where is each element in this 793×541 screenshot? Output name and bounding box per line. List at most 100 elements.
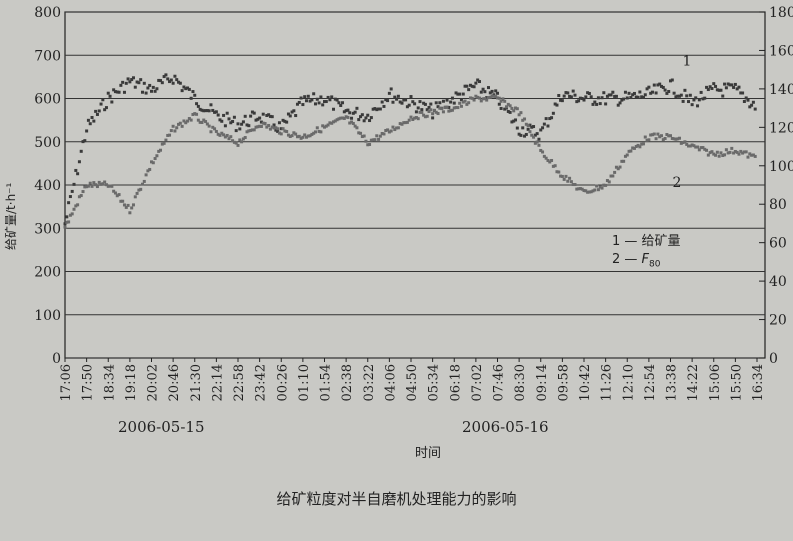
y-tick-label: 300 xyxy=(34,221,61,237)
x-tick-label: 15:06 xyxy=(708,364,723,401)
series-1-point xyxy=(607,93,611,97)
series-2-point xyxy=(153,157,157,161)
series-2-point xyxy=(405,120,409,124)
series-2-point xyxy=(571,183,575,187)
series-1-point xyxy=(643,93,647,97)
series-2-point xyxy=(364,139,368,143)
series-1-point xyxy=(310,98,314,102)
series-2-point xyxy=(600,186,604,190)
series-1-point xyxy=(562,94,566,98)
series-2-point xyxy=(216,132,220,136)
series-1-point xyxy=(220,119,224,123)
series-1-point xyxy=(723,82,727,86)
series-2-point xyxy=(238,138,242,142)
y-axis-label: 给矿量/t·h⁻¹ xyxy=(4,182,18,250)
series-2-point xyxy=(119,199,123,203)
x-tick-label: 08:30 xyxy=(513,364,528,401)
series-1-point xyxy=(636,95,640,99)
series-2-point xyxy=(339,116,343,120)
series-2-point xyxy=(184,121,188,125)
series-1-point xyxy=(88,122,92,126)
series-2-point xyxy=(133,195,137,199)
y2-tick-label: 120 xyxy=(769,120,793,136)
series-1-point xyxy=(359,115,363,119)
y2-tick-label: 160 xyxy=(769,43,793,59)
series-2-point xyxy=(268,127,272,131)
series-2-point xyxy=(714,153,718,157)
series-2-point xyxy=(485,98,489,102)
series-1-point xyxy=(240,122,244,126)
series-2-point xyxy=(259,124,263,128)
series-1-point xyxy=(672,91,676,95)
series-1-point xyxy=(735,87,739,91)
series-2-point xyxy=(476,95,480,99)
series-1-point xyxy=(213,110,217,114)
series-1-point xyxy=(416,106,420,110)
series-2-point xyxy=(386,128,390,132)
series-2-point xyxy=(117,193,121,197)
series-2-point xyxy=(739,149,743,153)
series-1-point xyxy=(423,102,427,106)
series-2-point xyxy=(472,98,476,102)
series-1-point xyxy=(535,132,539,136)
series-2-point xyxy=(214,129,218,133)
series-2-point xyxy=(231,139,235,143)
series-2-point xyxy=(474,94,478,98)
series-2-point xyxy=(575,187,579,191)
series-1-point xyxy=(732,85,736,89)
series-1-point xyxy=(128,80,132,84)
series-2-point xyxy=(447,109,451,113)
series-1-point xyxy=(225,111,229,115)
series-1-point xyxy=(70,189,74,193)
series-1-point xyxy=(337,101,341,105)
series-1-point xyxy=(728,83,732,87)
series-2-point xyxy=(674,137,678,141)
series-1-point xyxy=(227,117,231,121)
x-tick-label: 09:14 xyxy=(535,364,550,401)
series-1-point xyxy=(685,94,689,98)
series-1-point xyxy=(72,182,76,186)
series-1-point xyxy=(692,98,696,102)
series-1-point xyxy=(398,100,402,104)
series-1-point xyxy=(604,102,608,106)
series-1-point xyxy=(517,132,521,136)
series-2-point xyxy=(461,100,465,104)
series-1-point xyxy=(177,80,181,84)
series-2-point xyxy=(245,130,249,134)
series-2-point xyxy=(510,106,514,110)
series-1-point xyxy=(400,101,404,105)
series-1-point xyxy=(131,76,135,80)
series-2-point xyxy=(528,130,532,134)
series-1-point xyxy=(83,139,87,143)
series-2-point xyxy=(229,135,233,139)
series-2-point xyxy=(647,138,651,142)
series-2-point xyxy=(483,97,487,101)
series-2-point xyxy=(371,138,375,142)
series-2-point xyxy=(121,199,125,203)
series-1-point xyxy=(741,91,745,95)
series-1-point xyxy=(694,96,698,100)
series-2-point xyxy=(155,154,159,158)
series-2-point xyxy=(276,127,280,131)
series-2-point xyxy=(514,106,518,110)
series-2-point xyxy=(521,118,525,122)
series-1-point xyxy=(368,119,372,123)
series-1-point xyxy=(485,96,489,100)
series-1-point xyxy=(150,89,153,93)
series-2-point xyxy=(295,135,299,139)
series-1-point xyxy=(108,94,112,98)
series-2-point xyxy=(596,188,600,192)
series-1-point xyxy=(573,93,577,97)
series-1-point xyxy=(595,102,599,106)
series-1-point xyxy=(382,104,386,108)
series-1-point xyxy=(168,80,172,84)
series-2-point xyxy=(431,112,435,116)
series-2-point xyxy=(688,144,692,148)
series-2-point xyxy=(384,128,388,132)
series-1-point xyxy=(146,86,150,90)
series-1-point xyxy=(494,89,498,93)
series-2-point xyxy=(578,187,582,191)
series-1-point xyxy=(77,160,81,164)
series-2-point xyxy=(202,118,206,122)
series-1-point xyxy=(587,91,591,95)
